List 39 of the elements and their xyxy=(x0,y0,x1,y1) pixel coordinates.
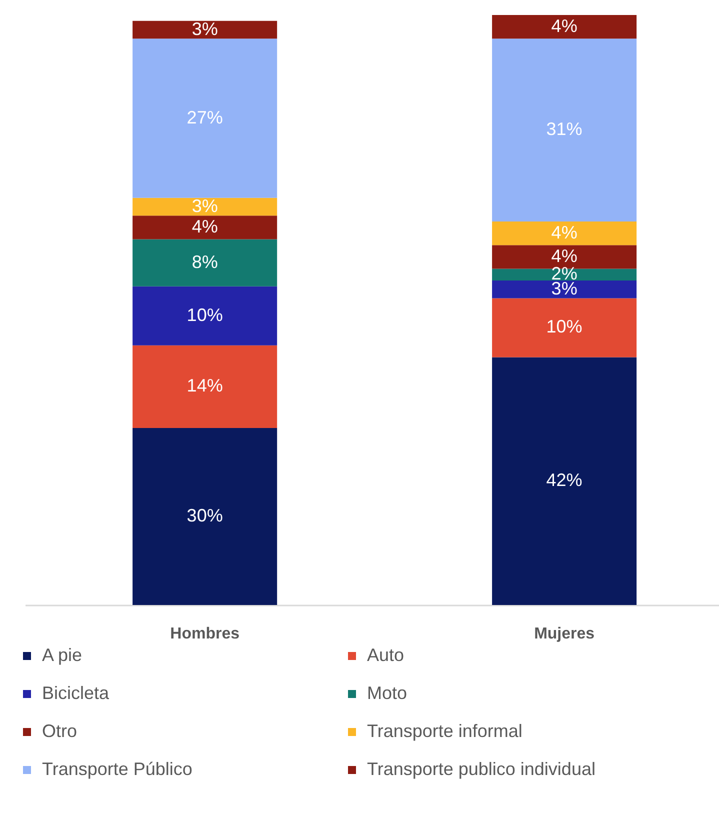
data-label: 27% xyxy=(186,107,223,128)
legend-label: Auto xyxy=(367,645,404,665)
data-label: 8% xyxy=(192,252,218,272)
bar xyxy=(492,222,637,246)
legend-label: Otro xyxy=(42,721,78,741)
bar xyxy=(492,38,637,222)
data-label: 4% xyxy=(551,246,578,266)
bar xyxy=(492,298,637,358)
data-label: 4% xyxy=(551,222,578,242)
bar xyxy=(132,286,278,346)
bar xyxy=(132,216,278,240)
data-label: 10% xyxy=(546,316,582,337)
data-label: 42% xyxy=(546,470,582,490)
bar xyxy=(132,198,278,216)
legend-label: A pie xyxy=(42,645,82,665)
data-label: 3% xyxy=(192,18,218,39)
data-label: 4% xyxy=(192,216,218,236)
legend-label: Moto xyxy=(367,683,408,703)
x-tick-label: Mujeres xyxy=(534,626,595,642)
bar xyxy=(132,239,278,286)
bar xyxy=(492,357,637,605)
data-label: 30% xyxy=(186,506,223,526)
bar xyxy=(492,280,637,298)
data-label: 4% xyxy=(551,16,578,36)
x-tick-label: Hombres xyxy=(170,626,240,642)
bar xyxy=(132,38,278,198)
data-label: 14% xyxy=(186,376,223,396)
bar xyxy=(132,345,278,428)
bar xyxy=(132,428,278,605)
bar xyxy=(132,20,278,39)
legend-label: Bicicleta xyxy=(42,683,110,703)
data-label: 10% xyxy=(186,304,223,325)
data-label: 3% xyxy=(192,196,218,216)
bar xyxy=(492,15,637,39)
legend-label: Transporte informal xyxy=(367,721,522,741)
bar xyxy=(492,268,637,280)
legend-label: Transporte Público xyxy=(42,759,192,779)
legend-label: Transporte publico individual xyxy=(367,759,596,779)
data-label: 31% xyxy=(546,119,582,140)
